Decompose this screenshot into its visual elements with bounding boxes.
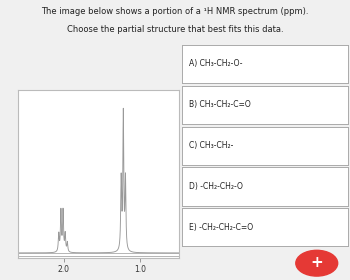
Circle shape [296,250,338,276]
Text: E) -CH₂-CH₂-C=O: E) -CH₂-CH₂-C=O [189,223,253,232]
Text: Choose the partial structure that best fits this data.: Choose the partial structure that best f… [67,25,283,34]
Text: A) CH₃-CH₂-O-: A) CH₃-CH₂-O- [189,59,242,68]
Text: B) CH₃-CH₂-C=O: B) CH₃-CH₂-C=O [189,100,250,109]
Text: The image below shows a portion of a ¹H NMR spectrum (ppm).: The image below shows a portion of a ¹H … [41,7,309,16]
Text: D) -CH₂-CH₂-O: D) -CH₂-CH₂-O [189,182,243,191]
Text: +: + [310,255,323,270]
Text: C) CH₃-CH₂-: C) CH₃-CH₂- [189,141,233,150]
